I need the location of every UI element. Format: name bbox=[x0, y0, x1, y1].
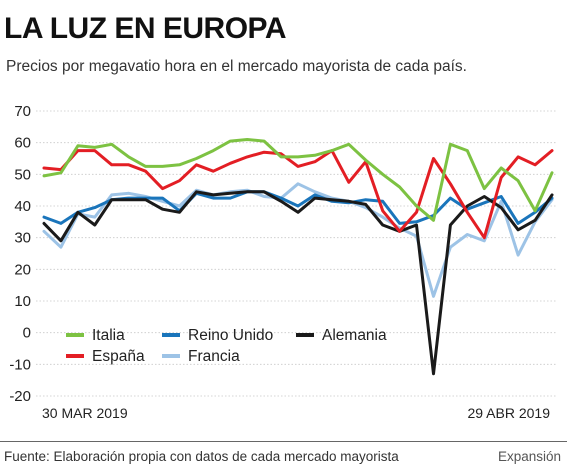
y-tick-label: 10 bbox=[14, 293, 31, 310]
x-end-label: 29 ABR 2019 bbox=[467, 405, 550, 421]
series-line-francia bbox=[42, 182, 554, 298]
chart-subtitle: Precios por megavatio hora en el mercado… bbox=[6, 58, 467, 75]
footer-divider bbox=[0, 441, 567, 442]
y-tick-label: -10 bbox=[9, 356, 31, 373]
x-start-label: 30 MAR 2019 bbox=[42, 405, 128, 421]
y-tick-label: 40 bbox=[14, 198, 31, 215]
publisher-credit: Expansión bbox=[497, 449, 561, 464]
y-tick-label: 70 bbox=[14, 103, 31, 120]
series-line-alemania bbox=[42, 190, 554, 376]
series-line-italia bbox=[42, 138, 554, 222]
y-tick-label: 60 bbox=[14, 135, 31, 152]
y-tick-label: 50 bbox=[14, 166, 31, 183]
x-axis-labels: 30 MAR 2019 29 ABR 2019 bbox=[42, 405, 550, 421]
legend-label-espana: España bbox=[92, 348, 145, 365]
legend-label-francia: Francia bbox=[188, 348, 240, 365]
footer-source: Fuente: Elaboración propia con datos de … bbox=[4, 449, 399, 464]
legend-label-alemania: Alemania bbox=[322, 327, 387, 344]
source-text: Elaboración propia con datos de cada mer… bbox=[53, 449, 399, 464]
y-tick-label: -20 bbox=[9, 388, 31, 405]
y-tick-label: 0 bbox=[23, 325, 31, 342]
chart-title: LA LUZ EN EUROPA bbox=[4, 12, 287, 45]
y-axis-tick-labels: 70 60 50 40 30 20 10 0 -10 -20 bbox=[9, 103, 31, 405]
source-label: Fuente: bbox=[4, 449, 50, 464]
legend-label-italia: Italia bbox=[92, 327, 125, 344]
y-tick-label: 30 bbox=[14, 230, 31, 247]
series-line-espana bbox=[42, 149, 554, 240]
legend: Italia Reino Unido Alemania España Francia bbox=[66, 327, 387, 365]
series-lines bbox=[42, 138, 554, 376]
legend-label-reino-unido: Reino Unido bbox=[188, 327, 273, 344]
line-chart: 70 60 50 40 30 20 10 0 -10 -20 30 MAR 2019 29 ABR… bbox=[9, 103, 556, 421]
series-line-reino-unido bbox=[42, 190, 554, 225]
y-tick-label: 20 bbox=[14, 261, 31, 278]
